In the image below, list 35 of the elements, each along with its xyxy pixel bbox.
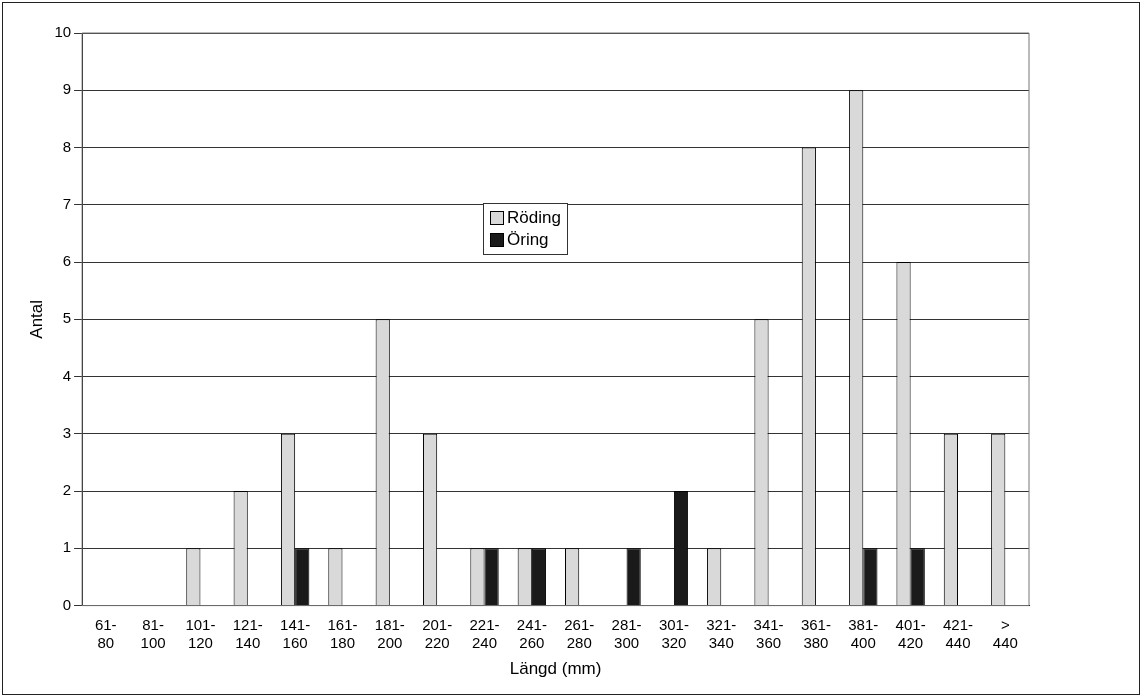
y-tick-label: 4 [62, 366, 72, 384]
y-tick-label: 3 [62, 423, 72, 441]
x-tick-label: 161- 180 [327, 615, 358, 651]
x-tick-label: 61- 80 [94, 615, 117, 651]
x-tick-label: 221- 240 [469, 615, 500, 651]
legend-label: Öring [507, 229, 549, 251]
x-tick-label: 241- 260 [516, 615, 547, 651]
x-tick-label: 81- 100 [140, 615, 166, 651]
y-tick-label: 2 [62, 481, 72, 499]
x-axis-title: Längd (mm) [509, 659, 602, 679]
x-tick-label: 301- 320 [658, 615, 689, 651]
x-tick-label: 361- 380 [800, 615, 831, 651]
x-tick-label: 421- 440 [942, 615, 973, 651]
x-tick-label: 101- 120 [185, 615, 216, 651]
x-tick-label: 121- 140 [232, 615, 263, 651]
y-tick-label: 10 [54, 23, 72, 41]
y-axis-title: Antal [26, 299, 46, 339]
x-tick-label: > 440 [992, 615, 1018, 651]
y-tick-label: 0 [62, 595, 72, 613]
x-tick-label: 141- 160 [280, 615, 311, 651]
x-tick-label: 341- 360 [753, 615, 784, 651]
x-tick-label: 181- 200 [374, 615, 405, 651]
y-tick-label: 1 [62, 538, 72, 556]
x-tick-label: 261- 280 [564, 615, 595, 651]
legend-label: Röding [507, 207, 561, 229]
y-tick-label: 6 [62, 252, 72, 270]
y-tick-label: 8 [62, 137, 72, 155]
x-tick-label: 321- 340 [706, 615, 737, 651]
x-tick-label: 281- 300 [611, 615, 642, 651]
x-tick-label: 401- 420 [895, 615, 926, 651]
x-tick-label: 201- 220 [422, 615, 453, 651]
y-tick-label: 7 [62, 194, 72, 212]
y-tick-label: 5 [62, 309, 72, 327]
y-tick-label: 9 [62, 80, 72, 98]
x-tick-label: 381- 400 [848, 615, 879, 651]
